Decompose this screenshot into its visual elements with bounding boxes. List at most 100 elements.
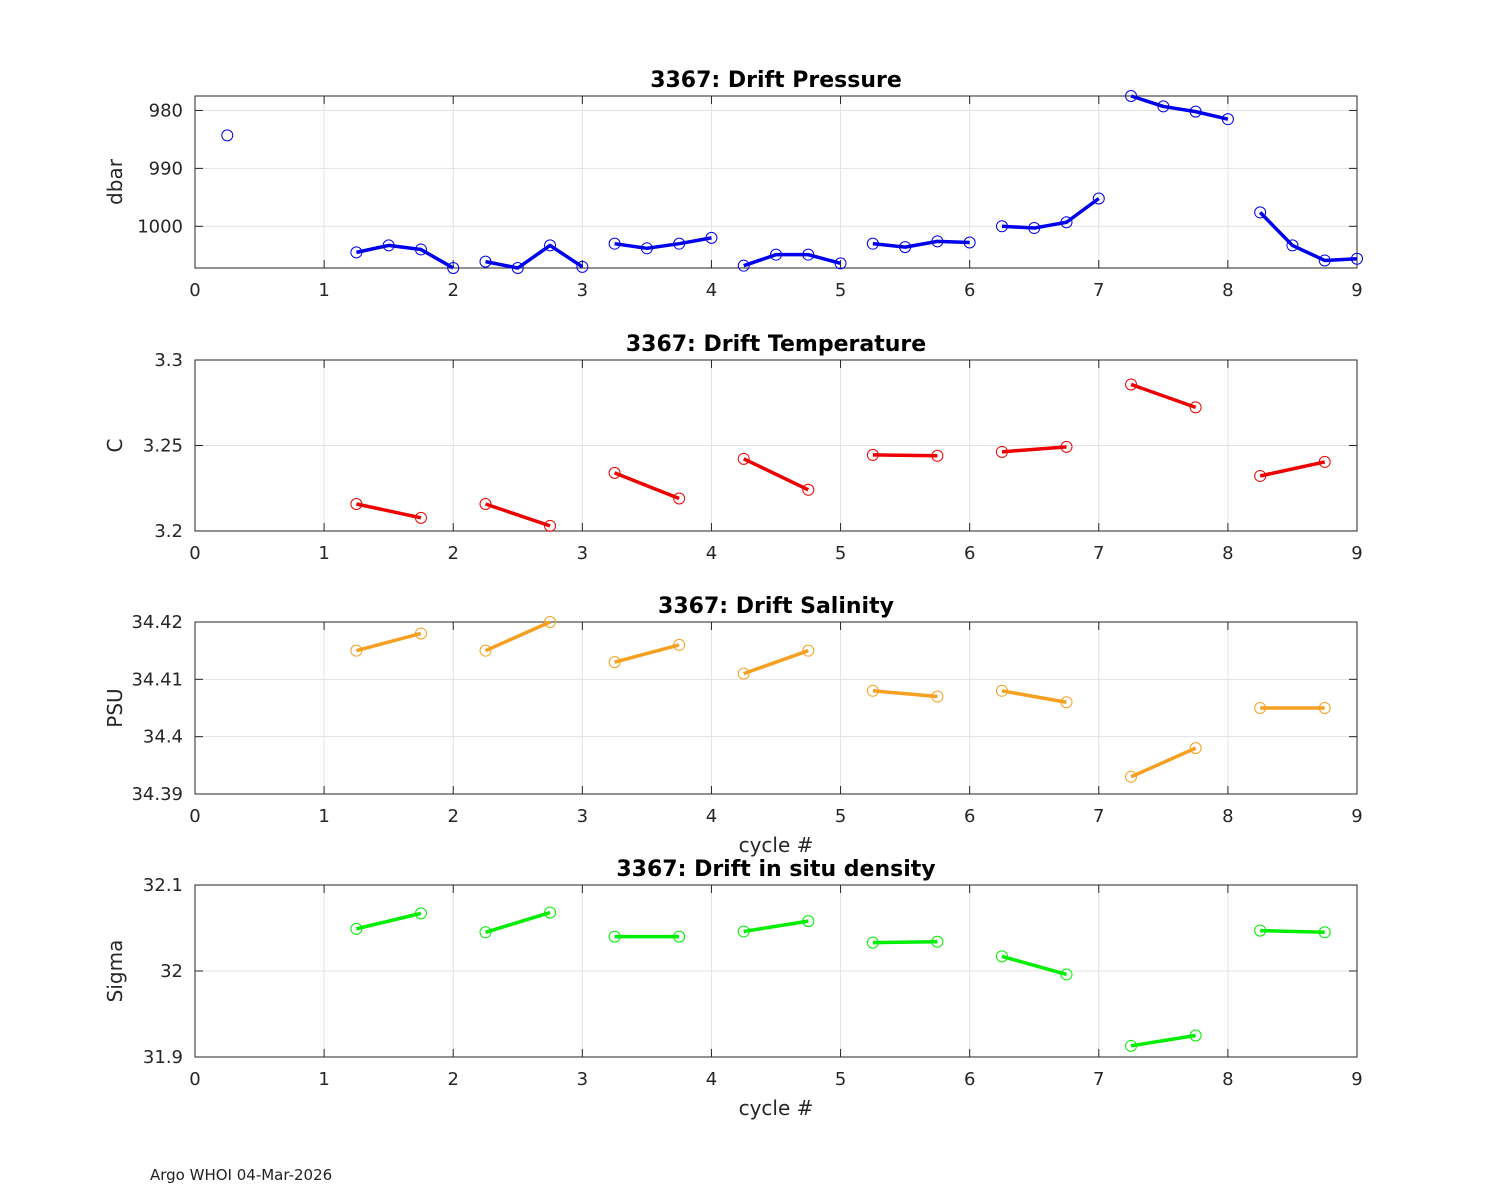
data-point: [673, 492, 686, 505]
data-layer: [350, 378, 1331, 532]
series-line: [1001, 689, 1067, 704]
y-tick-label: 32.1: [143, 875, 183, 896]
x-tick-label: 3: [577, 280, 588, 301]
data-point: [705, 231, 718, 244]
data-point: [608, 656, 621, 669]
data-point: [1125, 90, 1138, 102]
series-line: [355, 911, 422, 931]
data-point: [1189, 105, 1202, 118]
data-point: [1318, 702, 1331, 714]
data-point: [479, 644, 492, 657]
axes-box: [194, 359, 1358, 532]
data-point: [673, 638, 686, 651]
series-line: [1260, 928, 1325, 935]
x-tick-label: 1: [318, 806, 329, 827]
series-line: [613, 471, 680, 501]
x-tick-label: 0: [189, 1069, 200, 1090]
axes-box: [194, 95, 1358, 269]
x-tick-label: 5: [835, 1069, 846, 1090]
series-line: [743, 919, 809, 934]
x-tick-label: 6: [964, 543, 975, 564]
data-point: [1060, 968, 1073, 981]
data-point: [834, 257, 847, 270]
data-layer: [350, 906, 1331, 1052]
data-point: [350, 644, 363, 657]
x-tick-label: 0: [189, 280, 200, 301]
y-axis-label: dbar: [103, 158, 127, 205]
data-point: [447, 262, 460, 274]
x-tick-label: 7: [1093, 1069, 1104, 1090]
x-tick-label: 7: [1093, 806, 1104, 827]
data-point: [414, 907, 427, 920]
chart-panel-4: 0 1 2 3 4 5 6 7 8 9 31.9 32 32.1 3367: Drift in situ …: [103, 857, 1363, 1120]
data-point: [544, 519, 557, 532]
series-line: [872, 453, 938, 458]
data-point: [608, 466, 621, 479]
data-layer: [350, 616, 1331, 783]
data-point: [995, 445, 1008, 458]
x-tick-label: 3: [577, 543, 588, 564]
data-point: [1318, 254, 1331, 267]
x-tick-label: 2: [447, 543, 458, 564]
data-point: [866, 936, 879, 949]
data-point: [737, 452, 750, 465]
x-tick-label: 0: [189, 806, 200, 827]
data-point: [1028, 222, 1041, 235]
x-tick-label: 4: [706, 806, 717, 827]
data-point: [1318, 455, 1331, 468]
data-point: [350, 922, 363, 935]
y-tick-label: 980: [149, 100, 183, 121]
data-point: [963, 236, 976, 249]
data-point: [737, 259, 750, 272]
data-point: [1125, 378, 1138, 391]
data-point: [995, 220, 1008, 233]
x-tick-label: 1: [318, 280, 329, 301]
series-line: [872, 239, 970, 249]
data-point: [1221, 113, 1234, 126]
y-axis-label: Sigma: [103, 940, 127, 1003]
data-point: [1060, 216, 1073, 229]
series-line: [484, 910, 551, 934]
y-axis-label: PSU: [103, 688, 127, 727]
data-point: [802, 483, 815, 496]
data-point: [1060, 696, 1073, 709]
series-line: [1130, 382, 1197, 410]
y-tick-label: 3.3: [154, 350, 183, 371]
series-line: [1130, 1033, 1196, 1048]
x-tick-label: 8: [1222, 1069, 1233, 1090]
x-tick-label: 4: [706, 1069, 717, 1090]
y-tick-label: 1000: [137, 216, 183, 237]
data-point: [479, 255, 492, 268]
data-point: [1286, 239, 1299, 252]
data-layer: [221, 90, 1363, 274]
y-tick-label: 31.9: [143, 1047, 183, 1068]
data-point: [544, 239, 557, 252]
x-axis-label: cycle #: [739, 833, 814, 857]
series-line: [743, 252, 842, 268]
series-line: [1001, 445, 1067, 454]
data-point: [1157, 100, 1170, 113]
data-point: [350, 246, 363, 259]
data-point: [899, 241, 912, 254]
x-tick-label: 5: [835, 280, 846, 301]
axes-box: [194, 621, 1358, 795]
y-tick-label: 32: [160, 961, 183, 982]
series-line: [743, 649, 809, 676]
series-line: [1130, 94, 1229, 121]
data-point: [1189, 1029, 1202, 1042]
series-line: [356, 243, 455, 270]
x-tick-label: 8: [1222, 543, 1233, 564]
data-point: [479, 926, 492, 939]
data-point: [931, 935, 944, 948]
data-point: [414, 627, 427, 640]
series-line: [356, 502, 422, 520]
x-tick-label: 5: [835, 806, 846, 827]
x-tick-label: 5: [835, 543, 846, 564]
data-point: [1254, 702, 1267, 714]
footer-text: Argo WHOI 04-Mar-2026: [150, 1166, 333, 1184]
data-point: [640, 242, 653, 255]
chart-title: 3367: Drift Pressure: [650, 68, 902, 93]
x-tick-label: 4: [706, 543, 717, 564]
x-tick-label: 1: [318, 1069, 329, 1090]
